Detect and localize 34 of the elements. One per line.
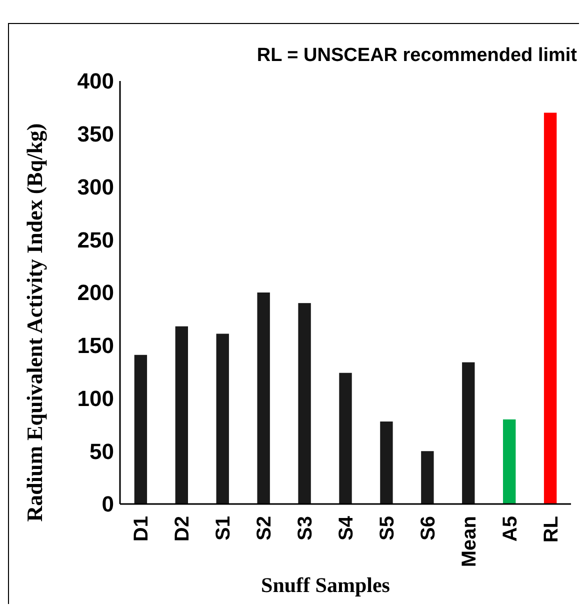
bar — [462, 362, 475, 504]
y-tick-label: 50 — [90, 438, 114, 464]
x-tick-label: S5 — [376, 516, 398, 540]
bar — [380, 422, 393, 504]
y-tick-label: 350 — [77, 122, 114, 147]
x-tick-label: S6 — [417, 516, 440, 540]
y-tick-label: 300 — [77, 174, 114, 200]
y-tick-label: 250 — [77, 227, 114, 252]
x-tick-label: RL — [540, 516, 562, 543]
bar — [257, 292, 270, 504]
x-tick-label: D1 — [130, 516, 153, 542]
text: RL = UNSCEAR recommended limit — [256, 45, 578, 66]
y-tick-label: 150 — [77, 333, 114, 358]
bar — [503, 419, 516, 504]
x-tick-label: S1 — [212, 516, 235, 540]
y-axis-title: Radium Equivalent Activity Index (Bq/kg) — [22, 123, 47, 522]
x-tick-label: S2 — [254, 516, 276, 540]
bar — [134, 354, 148, 504]
bar — [298, 303, 311, 504]
bar — [421, 451, 434, 504]
x-axis-title: Snuff Samples — [261, 573, 390, 597]
y-tick-label: 400 — [77, 68, 114, 94]
y-tick-label: 0 — [102, 492, 114, 517]
bar — [216, 334, 229, 504]
bar — [339, 372, 352, 504]
bar — [544, 112, 557, 504]
x-tick-label: S4 — [336, 515, 358, 540]
y-tick-label: 200 — [77, 280, 114, 306]
y-tick-label: 100 — [77, 386, 114, 411]
x-tick-label: D2 — [172, 516, 194, 542]
x-tick-label: A5 — [499, 516, 522, 542]
x-tick-label: S3 — [294, 516, 317, 540]
bar — [175, 326, 188, 504]
x-tick-label: Mean — [458, 516, 480, 568]
